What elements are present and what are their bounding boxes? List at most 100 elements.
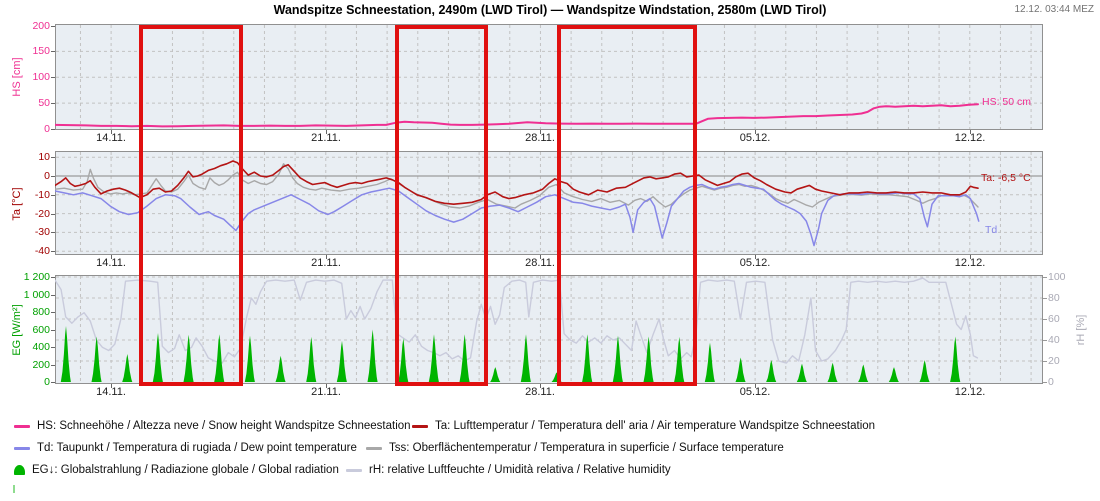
y-tick-mark	[51, 312, 55, 313]
x-tick-label: 12.12.	[954, 257, 986, 269]
page-title: Wandspitze Schneestation, 2490m (LWD Tir…	[273, 3, 827, 17]
y-tick-mark	[51, 330, 55, 331]
x-tick-label: 28.11.	[525, 132, 555, 144]
legend-entry-td: Td: Taupunkt / Temperatura di rugiada / …	[14, 441, 357, 455]
legend-entry-tss: Tss: Oberflächentemperatur / Temperatura…	[366, 441, 784, 455]
x-tick-label: 14.11.	[96, 386, 126, 398]
y-tick-mark	[51, 103, 55, 104]
x-tick-mark	[970, 130, 971, 134]
x-tick-mark	[326, 255, 327, 259]
x-tick-mark	[755, 130, 756, 134]
x-tick-label: 05.12.	[739, 132, 771, 144]
axis-title-hs: HS [cm]	[11, 57, 23, 97]
axis-title-rh: rH [%]	[1075, 314, 1087, 346]
y-tick-mark	[51, 157, 55, 158]
legend-hs-marker	[14, 424, 30, 428]
legend-ta-label: Ta: Lufttemperatur / Temperatura dell' a…	[435, 420, 876, 432]
y-tick-label-eg: 200	[32, 359, 50, 371]
y-tick-mark-right	[1043, 361, 1047, 362]
x-tick-label: 21.11.	[311, 386, 341, 398]
y-tick-mark	[51, 26, 55, 27]
x-tick-label: 28.11.	[525, 257, 555, 269]
legend-tss-label: Tss: Oberflächentemperatur / Temperatura…	[389, 442, 784, 454]
y-tick-label-eg: 400	[32, 341, 50, 353]
y-tick-mark	[51, 51, 55, 52]
y-tick-label-eg: 0	[44, 376, 50, 388]
y-tick-mark	[51, 214, 55, 215]
y-tick-label-eg: 600	[32, 324, 50, 336]
legend-entry-hs: HS: Schneehöhe / Altezza neve / Snow hei…	[14, 419, 411, 433]
x-tick-label: 14.11.	[96, 257, 126, 269]
plot-area-ta	[55, 151, 1043, 255]
x-tick-label: 14.11.	[96, 132, 126, 144]
y-tick-label-hs: 0	[44, 123, 50, 135]
y-tick-label-right-eg: 20	[1048, 355, 1060, 367]
y-tick-label-eg: 1 000	[23, 289, 50, 301]
y-tick-mark-right	[1043, 277, 1047, 278]
y-tick-label-right-eg: 80	[1048, 292, 1060, 304]
x-tick-mark	[540, 255, 541, 259]
legend-hs-label: HS: Schneehöhe / Altezza neve / Snow hei…	[37, 420, 411, 432]
end-label-ta: Ta: -6,5 °C	[981, 172, 1031, 184]
y-tick-label-hs: 50	[38, 97, 50, 109]
y-tick-mark	[51, 347, 55, 348]
y-tick-mark	[51, 277, 55, 278]
axis-title-ta: Ta [°C]	[11, 187, 23, 221]
x-tick-label: 28.11.	[525, 386, 555, 398]
x-tick-label: 21.11.	[311, 132, 341, 144]
x-tick-label: 05.12.	[739, 386, 771, 398]
x-tick-mark	[326, 384, 327, 388]
series-Ta	[55, 160, 979, 206]
y-tick-mark-right	[1043, 298, 1047, 299]
series-Td	[55, 182, 980, 247]
series-rH	[55, 277, 979, 364]
y-tick-mark-right	[1043, 382, 1047, 383]
series-HS	[55, 103, 979, 128]
y-tick-label-hs: 200	[32, 20, 50, 32]
legend-entry-rh: rH: relative Luftfeuchte / Umidità relat…	[346, 463, 671, 477]
legend-eg-label: EG↓: Globalstrahlung / Radiazione global…	[32, 464, 339, 476]
legend-entry-eg: EG↓: Globalstrahlung / Radiazione global…	[14, 463, 339, 477]
x-tick-mark	[540, 384, 541, 388]
x-tick-mark	[970, 255, 971, 259]
y-tick-label-right-eg: 0	[1048, 376, 1054, 388]
y-tick-mark	[51, 251, 55, 252]
legend-td-marker	[14, 446, 30, 450]
y-tick-label-right-eg: 60	[1048, 313, 1060, 325]
y-tick-label-hs: 100	[32, 71, 50, 83]
y-tick-mark-right	[1043, 319, 1047, 320]
y-tick-label-ta: 0	[44, 170, 50, 182]
y-tick-mark-right	[1043, 340, 1047, 341]
y-tick-mark	[51, 77, 55, 78]
y-tick-label-hs: 150	[32, 45, 50, 57]
legend-eg-marker	[14, 465, 25, 475]
y-tick-mark	[51, 129, 55, 130]
chart-svg-eg	[55, 276, 1043, 383]
series-Tss	[55, 163, 979, 209]
legend-rh-label: rH: relative Luftfeuchte / Umidità relat…	[369, 464, 671, 476]
x-tick-mark	[755, 255, 756, 259]
x-tick-label: 12.12.	[954, 386, 986, 398]
end-label-td: Td	[985, 224, 998, 236]
legend-td-label: Td: Taupunkt / Temperatura di rugiada / …	[37, 442, 357, 454]
chart-svg-ta	[55, 152, 1042, 254]
chart-svg-hs	[55, 25, 1042, 129]
x-tick-label: 21.11.	[311, 257, 341, 269]
y-tick-label-ta: -10	[34, 189, 50, 201]
x-tick-mark	[111, 384, 112, 388]
y-tick-label-ta: -40	[34, 245, 50, 257]
y-tick-mark	[51, 382, 55, 383]
x-tick-mark	[111, 130, 112, 134]
y-tick-mark	[51, 295, 55, 296]
y-tick-mark	[51, 365, 55, 366]
y-tick-label-eg: 800	[32, 306, 50, 318]
y-tick-label-eg: 1 200	[23, 271, 50, 283]
y-tick-mark	[51, 195, 55, 196]
x-tick-label: 12.12.	[954, 132, 986, 144]
y-tick-label-right-eg: 40	[1048, 334, 1060, 346]
timestamp: 12.12. 03:44 MEZ	[1014, 4, 1095, 15]
legend-tss-marker	[366, 446, 382, 450]
legend-ta-marker	[412, 424, 428, 428]
x-tick-mark	[970, 384, 971, 388]
